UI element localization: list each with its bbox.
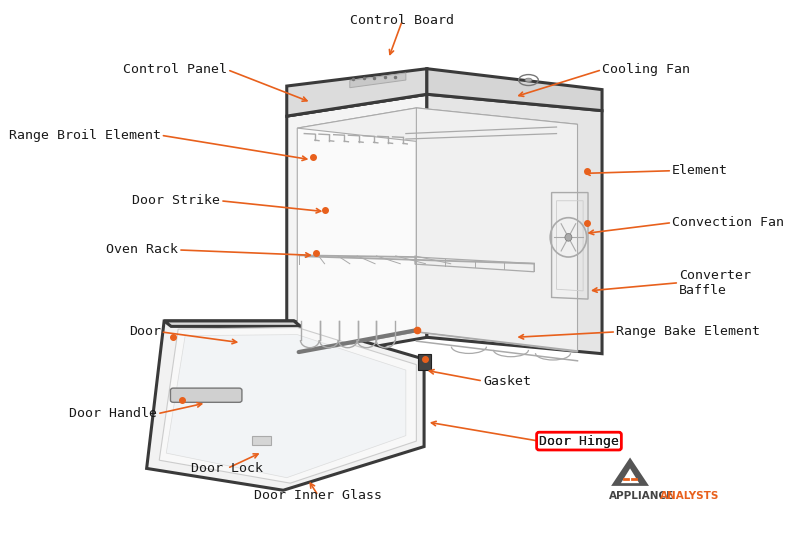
Text: Convection Fan: Convection Fan [672,216,784,229]
Text: Door Lock: Door Lock [191,462,263,475]
FancyBboxPatch shape [170,388,242,402]
Text: APPLIANCE: APPLIANCE [609,491,674,501]
Text: Oven Rack: Oven Rack [106,243,178,256]
Text: Control Board: Control Board [350,14,454,27]
Text: Control Panel: Control Panel [123,63,227,76]
Polygon shape [146,321,424,490]
Polygon shape [427,94,602,354]
Ellipse shape [525,78,532,82]
Text: Door Hinge: Door Hinge [539,435,619,447]
Text: Element: Element [672,164,728,177]
Text: ANALYSTS: ANALYSTS [660,491,719,501]
Polygon shape [286,69,427,116]
Text: Door: Door [129,326,161,338]
Polygon shape [350,73,406,88]
Bar [252,436,271,445]
Text: Door Inner Glass: Door Inner Glass [254,489,382,502]
Polygon shape [286,75,602,116]
Text: Range Broil Element: Range Broil Element [9,128,161,142]
Polygon shape [298,108,578,144]
Text: Range Bake Element: Range Bake Element [616,326,760,338]
Text: Door Handle: Door Handle [69,407,157,421]
Text: Gasket: Gasket [483,374,531,388]
Text: Door Hinge: Door Hinge [539,435,619,447]
Polygon shape [621,468,639,483]
Polygon shape [427,69,602,111]
Polygon shape [166,334,406,478]
Polygon shape [611,457,649,486]
Bar [418,354,431,370]
Text: Cooling Fan: Cooling Fan [602,63,690,76]
Polygon shape [298,108,416,354]
Text: Door Strike: Door Strike [132,194,220,208]
Text: Converter
Baffle: Converter Baffle [679,268,751,296]
Polygon shape [416,108,578,352]
Polygon shape [286,94,427,362]
Polygon shape [164,321,301,327]
Polygon shape [159,328,416,483]
Ellipse shape [565,233,572,241]
